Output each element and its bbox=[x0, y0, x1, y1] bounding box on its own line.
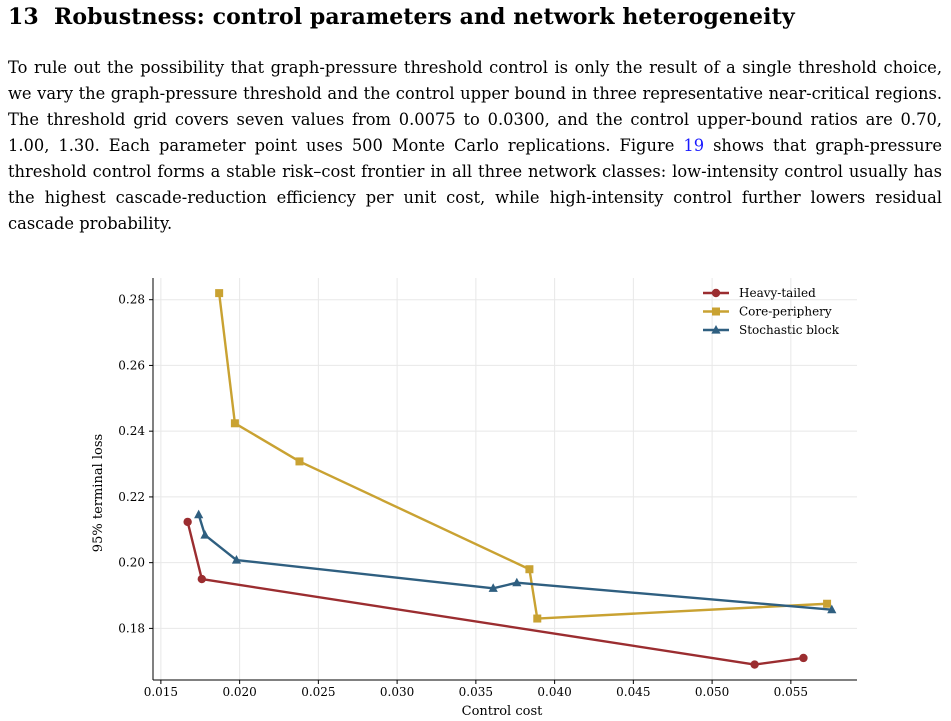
data-point-stochastic-block bbox=[827, 604, 837, 614]
data-point-core-periphery bbox=[533, 614, 542, 623]
y-tick-label: 0.22 bbox=[118, 490, 145, 504]
series-line-heavy-tailed bbox=[186, 521, 804, 666]
data-point-core-periphery bbox=[295, 457, 304, 466]
data-point-heavy-tailed bbox=[197, 574, 207, 584]
series-layer bbox=[183, 289, 837, 669]
x-tick-label: 0.055 bbox=[774, 685, 808, 699]
data-point-stochastic-block bbox=[231, 555, 242, 564]
data-point-stochastic-block bbox=[200, 530, 210, 539]
data-point-core-periphery bbox=[230, 419, 239, 428]
data-point-heavy-tailed bbox=[183, 517, 192, 527]
figure-link[interactable]: 19 bbox=[683, 136, 705, 155]
data-point-stochastic-block bbox=[488, 583, 498, 592]
series-line-stochastic-block bbox=[197, 514, 832, 611]
x-tick-label: 0.030 bbox=[380, 685, 414, 699]
section-title: Robustness: control parameters and netwo… bbox=[54, 4, 795, 30]
x-tick-label: 0.025 bbox=[301, 685, 335, 699]
legend: Heavy-tailed Core-periphery Stochastic blo… bbox=[703, 286, 840, 337]
body-paragraph: To rule out the possibility that graph-p… bbox=[8, 55, 942, 237]
legend-marker-heavy-tailed bbox=[711, 288, 721, 298]
y-tick-label: 0.18 bbox=[118, 621, 145, 635]
y-tick-label: 0.28 bbox=[118, 293, 145, 307]
data-point-heavy-tailed bbox=[750, 660, 759, 669]
paragraph-text-2: shows that graph-pressure threshold cont… bbox=[8, 136, 943, 233]
legend-label-heavy-tailed: Heavy-tailed bbox=[739, 286, 816, 300]
x-tick-label: 0.020 bbox=[222, 685, 256, 699]
x-tick-label: 0.035 bbox=[459, 685, 493, 699]
y-tick-label: 0.24 bbox=[118, 424, 145, 438]
y-tick-label: 0.26 bbox=[118, 358, 145, 372]
legend-marker-stochastic-block bbox=[711, 325, 721, 334]
section-heading: 13 Robustness: control parameters and net… bbox=[8, 4, 795, 30]
x-axis-label: Control cost bbox=[462, 704, 543, 719]
figure-chart: 0.015 0.020 0.025 0.030 0.035 0.040 0.045 0.050… bbox=[91, 278, 857, 719]
legend-label-core-periphery: Core-periphery bbox=[739, 305, 832, 319]
x-tick-label: 0.050 bbox=[695, 685, 729, 699]
legend-label-stochastic-block: Stochastic block bbox=[739, 323, 840, 337]
x-tick-label: 0.040 bbox=[537, 685, 571, 699]
data-point-core-periphery bbox=[215, 289, 224, 298]
data-point-core-periphery bbox=[525, 565, 534, 574]
data-point-core-periphery bbox=[823, 599, 832, 608]
data-point-stochastic-block bbox=[194, 509, 204, 519]
series-line-core-periphery bbox=[217, 292, 828, 620]
data-point-heavy-tailed bbox=[799, 653, 808, 663]
x-tick-label: 0.015 bbox=[144, 685, 178, 699]
x-tick-label: 0.045 bbox=[616, 685, 650, 699]
legend-marker-core-periphery bbox=[712, 307, 720, 316]
data-point-stochastic-block bbox=[512, 577, 522, 587]
y-axis-label: 95% terminal loss bbox=[91, 434, 106, 552]
section-number: 13 bbox=[8, 4, 39, 30]
grid-layer bbox=[153, 278, 857, 680]
figure-ref-prefix: Figure bbox=[619, 136, 675, 155]
axes: 0.015 0.020 0.025 0.030 0.035 0.040 0.045 0.050… bbox=[118, 278, 857, 699]
paragraph-text-1: To rule out the possibility that graph-p… bbox=[8, 58, 942, 155]
y-tick-label: 0.20 bbox=[118, 556, 145, 570]
